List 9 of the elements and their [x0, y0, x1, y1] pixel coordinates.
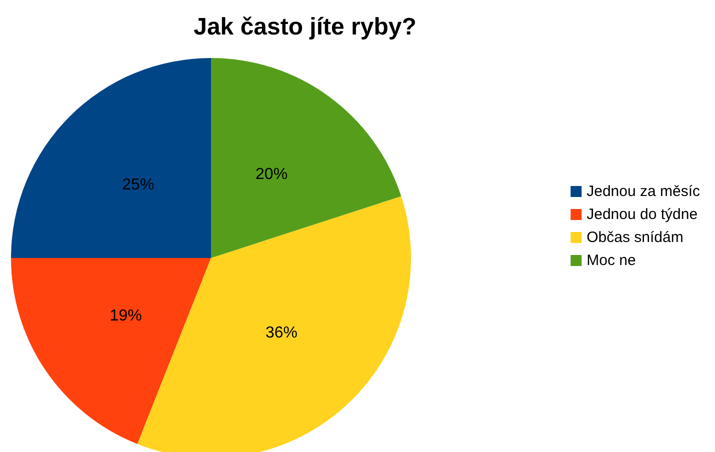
legend-label: Občas snídám [586, 229, 684, 246]
data-label: 25% [122, 176, 154, 194]
data-label: 36% [265, 324, 298, 342]
legend-label: Jednou za měsíc [586, 183, 700, 200]
data-label: 20% [256, 166, 288, 184]
legend-label: Moc ne [586, 252, 636, 269]
chart-title: Jak často jíte ryby? [194, 14, 416, 40]
data-label: 19% [110, 307, 142, 324]
legend-label: Jednou do týdne [586, 206, 698, 223]
